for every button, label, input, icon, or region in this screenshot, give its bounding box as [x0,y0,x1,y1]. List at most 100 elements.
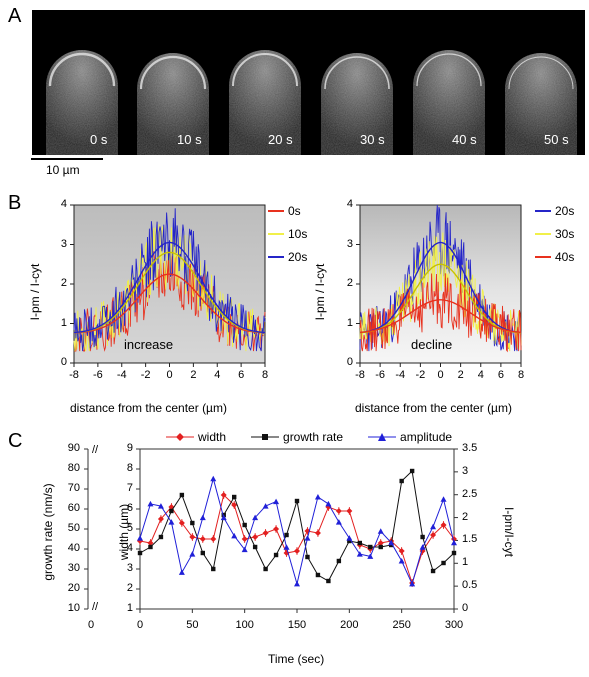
x-tick-label: 6 [238,369,245,381]
x-tick-label: 0 [437,369,444,381]
panel-c-letter: C [8,430,23,452]
c-growth-point [336,558,342,564]
c-series-line-growth-rate [139,469,455,582]
c-amplitude-point [419,544,426,550]
panel-b-letter: B [8,192,22,214]
y-tick-label: 2 [346,277,353,289]
c-x-tick-label: 200 [340,619,359,631]
pollen-tube-texture-0 [46,50,118,155]
b-right-legend: 20s 30s 40s [535,199,574,268]
x-tick-label: 2 [190,369,197,381]
pollen-tube-texture-5 [505,53,577,155]
b-left-xlabel: distance from the center (µm) [70,401,227,415]
legend-label: 20s [555,203,575,218]
c-break-mark-top: // [92,444,99,456]
c-width-point [294,548,300,554]
noisy-trace-30s [359,232,522,352]
c-mid-tick-label: 9 [126,442,133,454]
c-amplitude-point [231,532,238,539]
c-growth-point [399,478,404,484]
b-left-legend-1: 10s [268,222,307,245]
c-growth-point [179,492,185,498]
c-width-point [398,548,405,554]
c-growth-point [169,508,174,514]
c-amplitude-point [178,569,185,575]
x-tick-label: 2 [457,369,464,381]
c-amplitude-point [356,551,363,557]
c-x-tick-label: 300 [444,619,464,631]
c-left-tick-label: 70 [67,482,80,494]
c-left-tick-label: 50 [67,522,80,534]
fit-curve-30s [359,263,522,334]
c-right-tick-label: 0 [462,602,469,614]
c-growth-point [284,532,289,538]
x-tick-label: 6 [497,369,504,381]
c-growth-point [441,560,446,566]
scale-bar-label: 10 µm [46,163,80,177]
c-growth-point [368,544,373,550]
c-growth-point [158,534,164,540]
legend-swatch [268,232,284,235]
fit-curve-40s [359,299,522,334]
frame-label-2: 20 s [268,132,293,147]
c-mid-tick-label: 3 [126,562,133,574]
c-right-tick-label: 2.5 [462,487,478,500]
c-x-tick-label: 50 [186,619,199,631]
b-left-legend-2: 20s [268,245,307,268]
c-ylabel-left: growth rate (nm/s) [41,483,55,581]
c-amplitude-point [168,519,175,525]
c-left-tick-label: 20 [67,582,80,594]
c-amplitude-point [409,580,416,587]
c-width-point [377,540,384,546]
fit-curve-20s [73,241,266,334]
c-width-point [147,540,154,546]
fit-curve-10s [73,251,266,334]
c-left-axis-zero: 0 [87,619,95,631]
chart-c [84,448,458,613]
c-ylabel-mid: width (µm) [117,503,131,561]
c-left-tick-label: 10 [67,602,80,614]
legend-label: 40s [555,249,575,264]
b-left-annotation: increase [124,337,174,352]
b-right-legend-2: 40s [535,245,574,268]
c-right-tick-label: 3.5 [462,442,478,454]
b-right-legend-0: 20s [535,199,574,222]
c-width-point [199,536,206,542]
c-width-point [346,508,353,514]
c-growth-point [305,554,310,560]
b-right-legend-1: 30s [535,222,574,245]
x-tick-label: 4 [214,369,221,381]
c-right-tick-label: 0.5 [462,579,478,592]
y-tick-label: 1 [60,316,67,329]
c-legend-growth-rate: growth rate [250,430,343,444]
pollen-tube-membrane-2 [232,53,298,87]
c-growth-point [211,566,216,572]
c-x-tick-label: 0 [136,619,144,631]
x-tick-label: 8 [517,369,525,381]
c-growth-point [347,538,352,544]
microscopy-svg [46,50,577,155]
c-amplitude-point [367,553,374,559]
c-growth-point [326,578,331,584]
pollen-tube-texture-1 [137,53,209,155]
x-tick-label: -6 [375,369,386,381]
c-amplitude-point [398,558,405,564]
fit-curve-20s [359,241,522,334]
c-amplitude-point [440,496,447,502]
frame-label-1: 10 s [177,132,202,147]
c-amplitude-point [241,546,248,553]
x-tick-label: -2 [140,369,151,381]
frame-label-0: 0 s [90,132,108,147]
c-growth-point [430,568,436,574]
x-tick-label: -4 [395,369,406,381]
legend-label: growth rate [283,430,344,444]
y-tick-label: 1 [346,316,353,329]
c-amplitude-point [325,500,332,507]
c-growth-point [242,522,247,528]
legend-label: 30s [555,226,575,241]
fit-curve-0s [73,273,266,334]
pollen-tube-texture-2 [229,50,301,155]
legend-label: width [198,430,227,444]
x-tick-label: 4 [477,369,484,381]
b-right-xlabel: distance from the center (µm) [355,401,512,415]
